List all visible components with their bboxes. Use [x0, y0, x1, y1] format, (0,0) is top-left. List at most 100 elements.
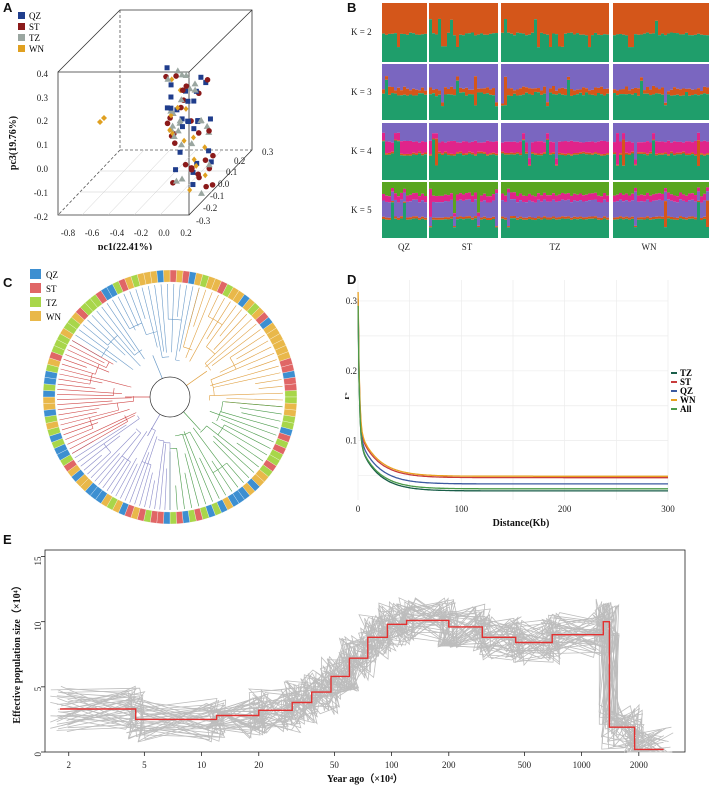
ld-ytick: 0.3: [346, 296, 358, 306]
admix-bar-segment: [631, 95, 634, 120]
admix-bar-segment: [522, 34, 525, 62]
tree-branch: [99, 433, 141, 485]
admix-bar-segment: [513, 192, 516, 199]
admix-bar-segment: [588, 3, 591, 47]
admix-bar-segment: [634, 122, 637, 159]
tree-branch: [241, 413, 280, 422]
admix-bar-segment: [504, 142, 507, 153]
admix-bar-segment: [456, 122, 459, 142]
admix-bar-segment: [489, 89, 492, 94]
admix-bar-segment: [432, 139, 435, 180]
admix-bar-segment: [492, 88, 495, 95]
admix-bar-segment: [543, 193, 546, 200]
admix-bar-segment: [552, 142, 555, 152]
admix-bar-segment: [453, 63, 456, 89]
admix-bar-segment: [513, 90, 516, 94]
admix-bar-segment: [394, 181, 397, 193]
admix-bar-segment: [531, 220, 534, 238]
pca-ytick: 0.4: [37, 69, 49, 79]
admix-bar-segment: [415, 141, 418, 153]
admix-bar-segment: [531, 202, 534, 218]
admix-bar-segment: [573, 219, 576, 238]
admix-bar-segment: [394, 141, 397, 180]
admix-bar-segment: [501, 3, 504, 33]
psmc-ytick: 5: [33, 686, 43, 691]
psmc-xtick: 20: [254, 760, 264, 770]
admix-bar-segment: [400, 3, 403, 34]
admix-bar-segment: [531, 142, 534, 152]
admix-bar-segment: [537, 219, 540, 238]
admix-bar-segment: [477, 89, 480, 93]
admix-bar-segment: [591, 95, 594, 120]
pca-legend-tz: TZ: [29, 33, 40, 43]
tree-branch: [65, 428, 93, 439]
tree-branch: [58, 379, 89, 384]
admix-bar-segment: [576, 219, 579, 238]
admix-bar-segment: [459, 216, 462, 218]
tree-root: [150, 377, 190, 417]
admix-bar-segment: [555, 3, 558, 34]
admix-bar-segment: [588, 194, 591, 201]
admix-bar-segment: [540, 33, 543, 62]
admix-bar-segment: [400, 122, 403, 141]
admix-bar-segment: [456, 47, 459, 62]
admix-bar-segment: [486, 218, 489, 220]
admix-bar-segment: [525, 152, 528, 154]
admix-bar-segment: [661, 153, 664, 155]
admix-bar-segment: [561, 95, 564, 120]
admix-bar-segment: [679, 154, 682, 180]
admix-bar-segment: [540, 122, 543, 141]
admix-bar-segment: [525, 93, 528, 120]
admix-bar-segment: [673, 218, 676, 220]
pca-xlabel: pc1(22.41%): [98, 242, 152, 250]
admix-bar-segment: [664, 201, 667, 227]
admix-bar-segment: [528, 122, 531, 158]
admix-bar-segment: [480, 220, 483, 238]
admix-bar-segment: [421, 194, 424, 201]
tree-branch: [89, 418, 93, 429]
admix-bar-segment: [418, 153, 421, 180]
admix-bar-segment: [558, 195, 561, 201]
admix-bar-segment: [576, 63, 579, 90]
admix-bar-segment: [391, 153, 394, 180]
admix-bar-segment: [667, 34, 670, 62]
admix-bar-segment: [594, 218, 597, 238]
tree-branch: [113, 388, 114, 396]
admix-bar-segment: [613, 89, 616, 93]
admix-bar-segment: [594, 142, 597, 152]
admix-bar-segment: [471, 220, 474, 238]
admix-bar-segment: [385, 218, 388, 220]
admix-bar-segment: [576, 3, 579, 33]
admix-bar-segment: [513, 142, 516, 153]
admix-bar-segment: [567, 63, 570, 77]
admix-bar-segment: [537, 3, 540, 47]
admix-bar-segment: [555, 122, 558, 158]
tree-tip-wn: [43, 397, 55, 404]
admix-bar-segment: [468, 199, 471, 216]
tree-legend: QZ ST TZ WN: [30, 269, 61, 322]
admix-bar-segment: [585, 122, 588, 142]
admix-bar-segment: [492, 122, 495, 142]
admix-bar-segment: [388, 95, 391, 120]
admix-bar-segment: [634, 165, 637, 180]
admix-bar-segment: [634, 63, 637, 88]
admix-bar-segment: [394, 217, 397, 219]
admix-bar-segment: [597, 88, 600, 93]
admix-bar-segment: [594, 216, 597, 218]
admix-bar-segment: [561, 3, 564, 47]
admix-bar-segment: [558, 217, 561, 219]
tree-branch: [57, 398, 132, 400]
admix-bar-segment: [597, 63, 600, 88]
admix-bar-segment: [546, 195, 549, 201]
admix-bar-segment: [418, 3, 421, 35]
pca-point-st: [203, 184, 209, 190]
admix-bar-segment: [486, 63, 489, 87]
admix-bar-segment: [643, 63, 646, 90]
admix-bar-segment: [676, 153, 679, 155]
admix-bar-segment: [667, 63, 670, 91]
admix-bar-segment: [700, 142, 703, 154]
admix-bar-segment: [480, 202, 483, 218]
admix-bar-segment: [643, 202, 646, 218]
admix-bar-segment: [679, 63, 682, 89]
admix-bar-segment: [619, 153, 622, 155]
